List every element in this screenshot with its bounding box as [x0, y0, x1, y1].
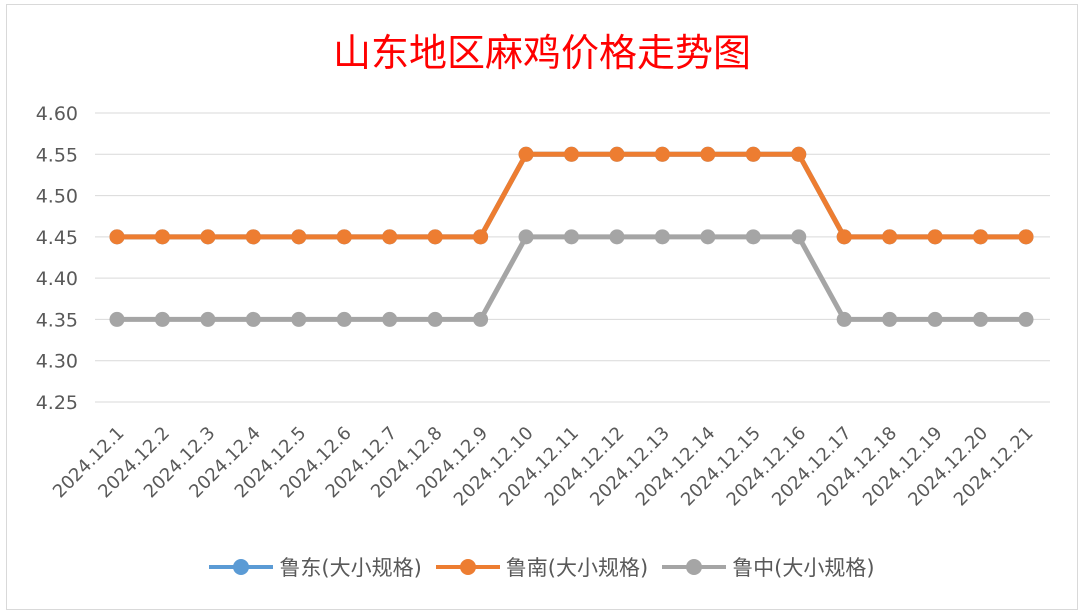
series-3-point [382, 311, 398, 327]
legend-label-series-3: 鲁中(大小规格) [732, 556, 875, 580]
series-3-point [245, 311, 261, 327]
series-3-point [791, 229, 807, 245]
series-3-point [882, 311, 898, 327]
series-3-point [109, 311, 125, 327]
series-2-point [609, 146, 625, 162]
series-3-point [927, 311, 943, 327]
series-2-point [973, 229, 989, 245]
y-tick-label: 4.60 [36, 103, 78, 125]
chart-title: 山东地区麻鸡价格走势图 [332, 31, 751, 75]
y-tick-label: 4.35 [36, 309, 78, 331]
y-tick-label: 4.30 [36, 351, 78, 373]
series-2-point [291, 229, 307, 245]
series-2-point [654, 146, 670, 162]
legend-item-series-1: 鲁东(大小规格) [209, 552, 422, 582]
series-3-point [973, 311, 989, 327]
series-2-point [564, 146, 579, 162]
series-3-point [154, 311, 170, 327]
y-tick-label: 4.50 [36, 186, 78, 208]
series-2-point [518, 146, 534, 162]
series-3-point [336, 311, 352, 327]
series-3-point [518, 229, 534, 245]
series-2-point [109, 229, 125, 245]
legend: 鲁东(大小规格) 鲁南(大小规格) 鲁中(大小规格) [0, 552, 1084, 582]
series-3-point [745, 229, 761, 245]
y-tick-label: 4.45 [36, 227, 78, 249]
y-tick-label: 4.40 [36, 268, 78, 290]
legend-item-series-3: 鲁中(大小规格) [662, 552, 875, 582]
series-3-point [291, 311, 307, 327]
series-2-point [1018, 229, 1034, 245]
chart-area [6, 4, 1078, 610]
series-2-point [745, 146, 761, 162]
legend-swatch-series-1 [209, 557, 274, 577]
series-2-point [836, 229, 852, 245]
legend-item-series-2: 鲁南(大小规格) [435, 552, 649, 582]
series-2-point [427, 229, 443, 245]
series-3-point [836, 311, 852, 327]
series-2-point [882, 229, 898, 245]
y-tick-label: 4.55 [36, 144, 78, 166]
series-3-point [473, 311, 489, 327]
series-2-point [200, 229, 216, 245]
series-2-point [154, 229, 170, 245]
series-3-point [564, 229, 579, 245]
series-2-point [245, 229, 261, 245]
series-3-point [609, 229, 625, 245]
series-2-point [791, 146, 807, 162]
series-2-point [927, 229, 943, 245]
series-2-point [336, 229, 352, 245]
legend-swatch-series-2 [435, 557, 500, 577]
series-3-point [1018, 311, 1034, 327]
series-3-point [700, 229, 716, 245]
series-3-point [200, 311, 216, 327]
y-tick-label: 4.25 [36, 392, 78, 414]
series-3-point [427, 311, 443, 327]
series-2-point [382, 229, 398, 245]
legend-swatch-series-3 [662, 557, 727, 577]
series-2-point [700, 146, 716, 162]
series-2-point [473, 229, 489, 245]
series-3-point [654, 229, 670, 245]
legend-label-series-1: 鲁东(大小规格) [279, 556, 422, 580]
legend-label-series-2: 鲁南(大小规格) [505, 556, 649, 580]
